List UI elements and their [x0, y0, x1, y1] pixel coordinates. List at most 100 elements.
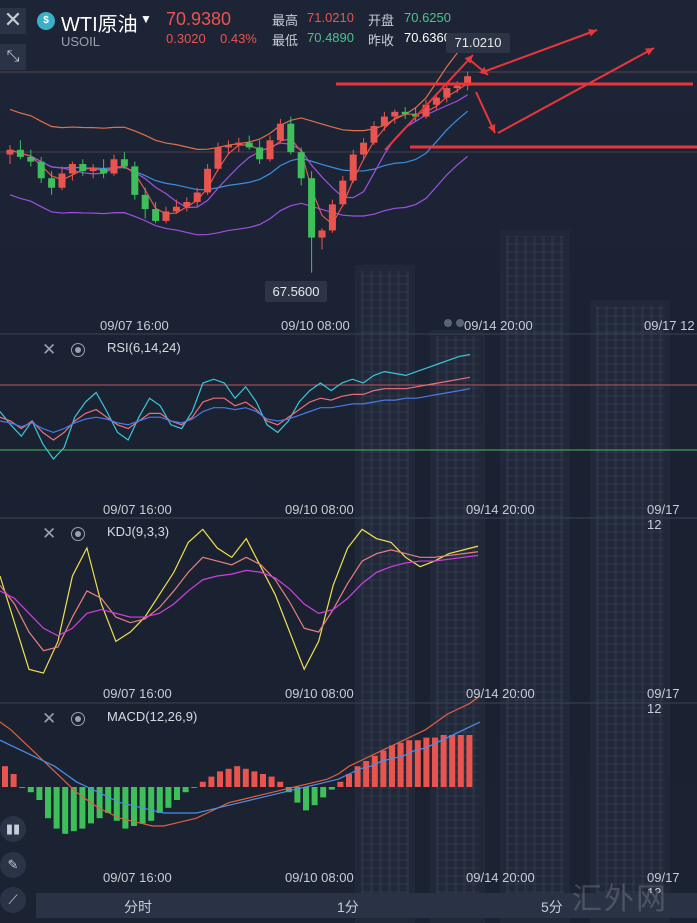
- candle-icon: ▮▮: [5, 821, 21, 836]
- macd-histogram-bar: [457, 735, 464, 787]
- close-button[interactable]: ✕: [0, 8, 26, 34]
- candle-style-button[interactable]: ▮▮: [0, 816, 26, 842]
- gear-icon[interactable]: [71, 343, 85, 357]
- gear-icon[interactable]: [71, 527, 85, 541]
- rsi-line-3: [0, 388, 471, 434]
- candle-body: [432, 97, 440, 105]
- macd-histogram-bar: [406, 740, 413, 787]
- pencil-icon: ✎: [7, 857, 19, 872]
- macd-histogram-bar: [371, 755, 378, 787]
- open-value: 70.6250: [404, 10, 451, 25]
- candle-body: [89, 168, 97, 172]
- candle-body: [79, 164, 87, 172]
- close-icon: ✕: [3, 7, 23, 32]
- candle-body: [100, 168, 108, 174]
- timeframe-tab-1min[interactable]: 1分: [337, 899, 359, 915]
- macd-histogram-bar: [45, 787, 51, 819]
- kdj-panel-title: KDJ(9,3,3): [107, 524, 170, 539]
- close-macd-panel-icon[interactable]: ✕: [42, 709, 57, 728]
- macd-histogram-bar: [285, 787, 292, 793]
- candle-body: [266, 140, 274, 160]
- candle-body: [370, 126, 378, 143]
- high-price-marker: 71.0210: [446, 33, 510, 53]
- candle-body: [245, 142, 253, 148]
- x-tick: 09/10 08:00: [285, 870, 354, 885]
- gear-icon[interactable]: [71, 712, 85, 726]
- macd-histogram-bar: [268, 776, 275, 787]
- open-label: 开盘: [368, 13, 395, 28]
- macd-histogram-bar: [337, 781, 344, 787]
- timeframe-tab-timeshare[interactable]: 分时: [124, 899, 152, 915]
- low-label: 最低: [272, 33, 299, 48]
- candle-body: [204, 168, 212, 193]
- macd-histogram-bar: [88, 787, 94, 824]
- x-tick: 09/10 08:00: [285, 502, 354, 517]
- current-price: 70.9380: [166, 9, 232, 29]
- macd-histogram-bar: [113, 787, 120, 821]
- macd-histogram-bar: [2, 766, 8, 787]
- candle-body: [287, 123, 295, 153]
- macd-histogram-bar: [449, 735, 456, 787]
- candle-body: [297, 152, 305, 179]
- chevron-down-icon[interactable]: ▼: [140, 12, 152, 26]
- annotation-arrow-target1-head: [588, 29, 597, 37]
- candle-body: [120, 159, 128, 167]
- rsi-line-1: [0, 353, 471, 460]
- high-value: 71.0210: [307, 10, 354, 25]
- candle-body: [328, 204, 336, 231]
- candle-body: [464, 76, 472, 86]
- macd-histogram-bar: [79, 787, 86, 829]
- timeframe-tab-5min[interactable]: 5分: [541, 899, 563, 915]
- macd-histogram-bar: [389, 745, 395, 787]
- price-change: 0.3020: [166, 31, 206, 46]
- candle-body: [193, 192, 201, 202]
- watermark: 汇外网: [572, 883, 668, 916]
- symbol-name[interactable]: WTI原油: [61, 14, 138, 36]
- candle-body: [58, 173, 66, 188]
- drawing-tools-icon: ⟋: [8, 892, 18, 907]
- price-change-percent: 0.43%: [220, 31, 257, 46]
- candle-body: [183, 201, 191, 207]
- candle-body: [110, 159, 118, 174]
- high-label: 最高: [272, 13, 299, 28]
- bollinger-upper-line: [9, 40, 469, 150]
- candle-body: [152, 209, 160, 221]
- pencil-button[interactable]: ✎: [0, 852, 26, 878]
- x-tick: 09/14 20:00: [466, 502, 535, 517]
- candle-body: [339, 180, 347, 205]
- close-rsi-panel-icon[interactable]: ✕: [42, 340, 57, 359]
- rsi-panel-title: RSI(6,14,24): [107, 340, 181, 355]
- collapse-button[interactable]: ⤡: [0, 44, 26, 70]
- candle-body: [256, 147, 264, 160]
- symbol-code: USOIL: [61, 34, 101, 49]
- macd-histogram-bar: [363, 761, 370, 787]
- drawing-tools-button[interactable]: ⟋: [0, 887, 26, 913]
- x-tick: 09/14 20:00: [466, 686, 535, 701]
- close-kdj-panel-icon[interactable]: ✕: [42, 524, 57, 543]
- candle-body: [412, 114, 420, 117]
- timeframe-bar: 分时 1分 5分: [36, 893, 697, 918]
- macd-histogram-bar: [303, 787, 309, 811]
- kdj-line-3: [0, 554, 479, 637]
- macd-histogram-bar: [27, 787, 34, 793]
- macd-histogram-bar: [105, 787, 112, 813]
- macd-histogram-bar: [260, 774, 266, 787]
- macd-histogram-bar: [234, 766, 241, 787]
- candle-body: [349, 154, 357, 181]
- low-price-marker: 67.5600: [265, 281, 327, 302]
- annotation-arrow-target1: [482, 29, 598, 73]
- macd-histogram-bar: [174, 787, 180, 800]
- scroll-dot[interactable]: [456, 319, 464, 327]
- candle-body: [162, 211, 170, 221]
- candle-body: [214, 147, 222, 169]
- x-tick: 09/07 16:00: [103, 686, 172, 701]
- macd-histogram-bar: [96, 787, 103, 819]
- candle-body: [380, 116, 388, 127]
- macd-histogram-bar: [148, 787, 155, 821]
- macd-histogram-bar: [397, 742, 404, 787]
- dollar-coin-icon: $: [37, 12, 55, 30]
- scroll-dot[interactable]: [444, 319, 452, 327]
- x-tick: 09/17 12: [647, 502, 680, 532]
- bollinger-lower-line: [9, 155, 468, 236]
